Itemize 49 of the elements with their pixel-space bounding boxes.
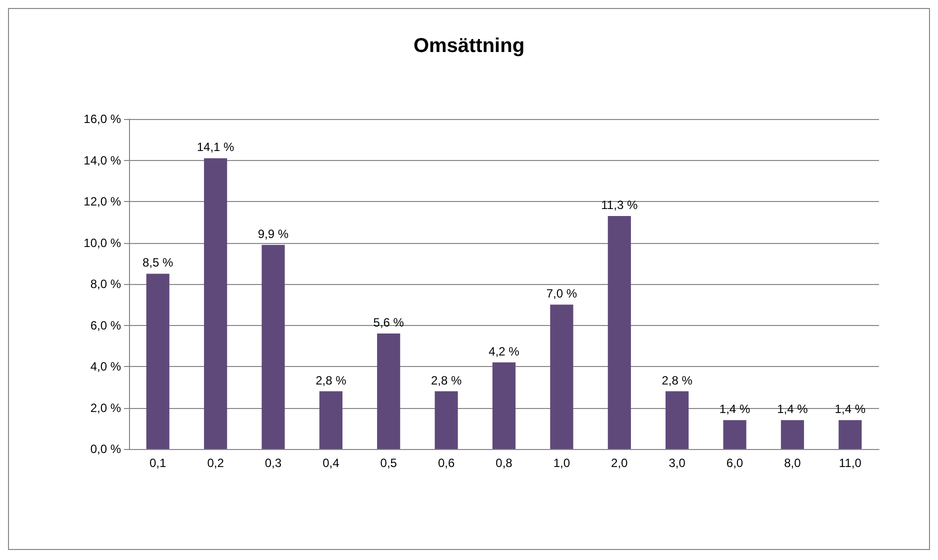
data-label: 1,4 % bbox=[834, 402, 866, 416]
x-tick-label: 0,3 bbox=[264, 456, 282, 470]
bar bbox=[204, 158, 228, 449]
x-tick-label: 3,0 bbox=[668, 456, 686, 470]
bar bbox=[146, 274, 170, 449]
data-label: 7,0 % bbox=[546, 286, 578, 301]
chart-title: Omsättning bbox=[413, 35, 525, 57]
bar bbox=[608, 216, 631, 449]
bar bbox=[319, 391, 342, 449]
data-label: 5,6 % bbox=[373, 316, 404, 330]
bar bbox=[666, 391, 689, 449]
y-tick-label: 8,0 % bbox=[90, 277, 122, 291]
data-label: 2,8 % bbox=[662, 373, 693, 388]
y-tick-label: 10,0 % bbox=[84, 236, 122, 250]
y-tick-label: 14,0 % bbox=[84, 153, 122, 168]
bar bbox=[838, 420, 862, 449]
data-label: 8,5 % bbox=[142, 256, 174, 270]
bar bbox=[492, 362, 516, 449]
y-tick-label: 0,0 % bbox=[90, 442, 122, 456]
bar bbox=[550, 304, 574, 449]
x-tick-label: 2,0 bbox=[611, 456, 628, 470]
data-label: 14,1 % bbox=[196, 140, 235, 154]
data-label: 2,8 % bbox=[430, 373, 462, 388]
x-tick-label: 1,0 bbox=[553, 456, 570, 470]
x-tick-label: 0,5 bbox=[380, 456, 398, 470]
data-label: 9,9 % bbox=[258, 226, 289, 241]
bar bbox=[723, 420, 746, 449]
y-tick-label: 12,0 % bbox=[84, 194, 122, 208]
x-tick-label: 0,6 bbox=[438, 456, 455, 470]
y-tick-label: 16,0 % bbox=[84, 112, 122, 126]
bar bbox=[434, 391, 458, 449]
y-tick-label: 6,0 % bbox=[90, 318, 122, 332]
x-tick-label: 8,0 bbox=[784, 456, 802, 470]
bar bbox=[780, 420, 804, 449]
x-tick-label: 11,0 bbox=[838, 456, 862, 470]
data-label: 11,3 % bbox=[601, 198, 638, 212]
x-tick-label: 0,2 bbox=[207, 456, 224, 470]
x-tick-label: 0,8 bbox=[496, 456, 513, 470]
x-tick-label: 0,4 bbox=[322, 456, 340, 470]
y-tick-label: 4,0 % bbox=[90, 360, 122, 374]
bar bbox=[377, 334, 400, 449]
y-tick-label: 2,0 % bbox=[90, 400, 122, 415]
data-label: 1,4 % bbox=[719, 402, 750, 416]
data-label: 1,4 % bbox=[777, 402, 808, 416]
x-tick-label: 0,1 bbox=[150, 456, 167, 470]
data-label: 2,8 % bbox=[316, 373, 347, 388]
data-label: 4,2 % bbox=[488, 344, 520, 358]
bar bbox=[262, 244, 285, 449]
x-tick-label: 6,0 bbox=[726, 456, 744, 470]
